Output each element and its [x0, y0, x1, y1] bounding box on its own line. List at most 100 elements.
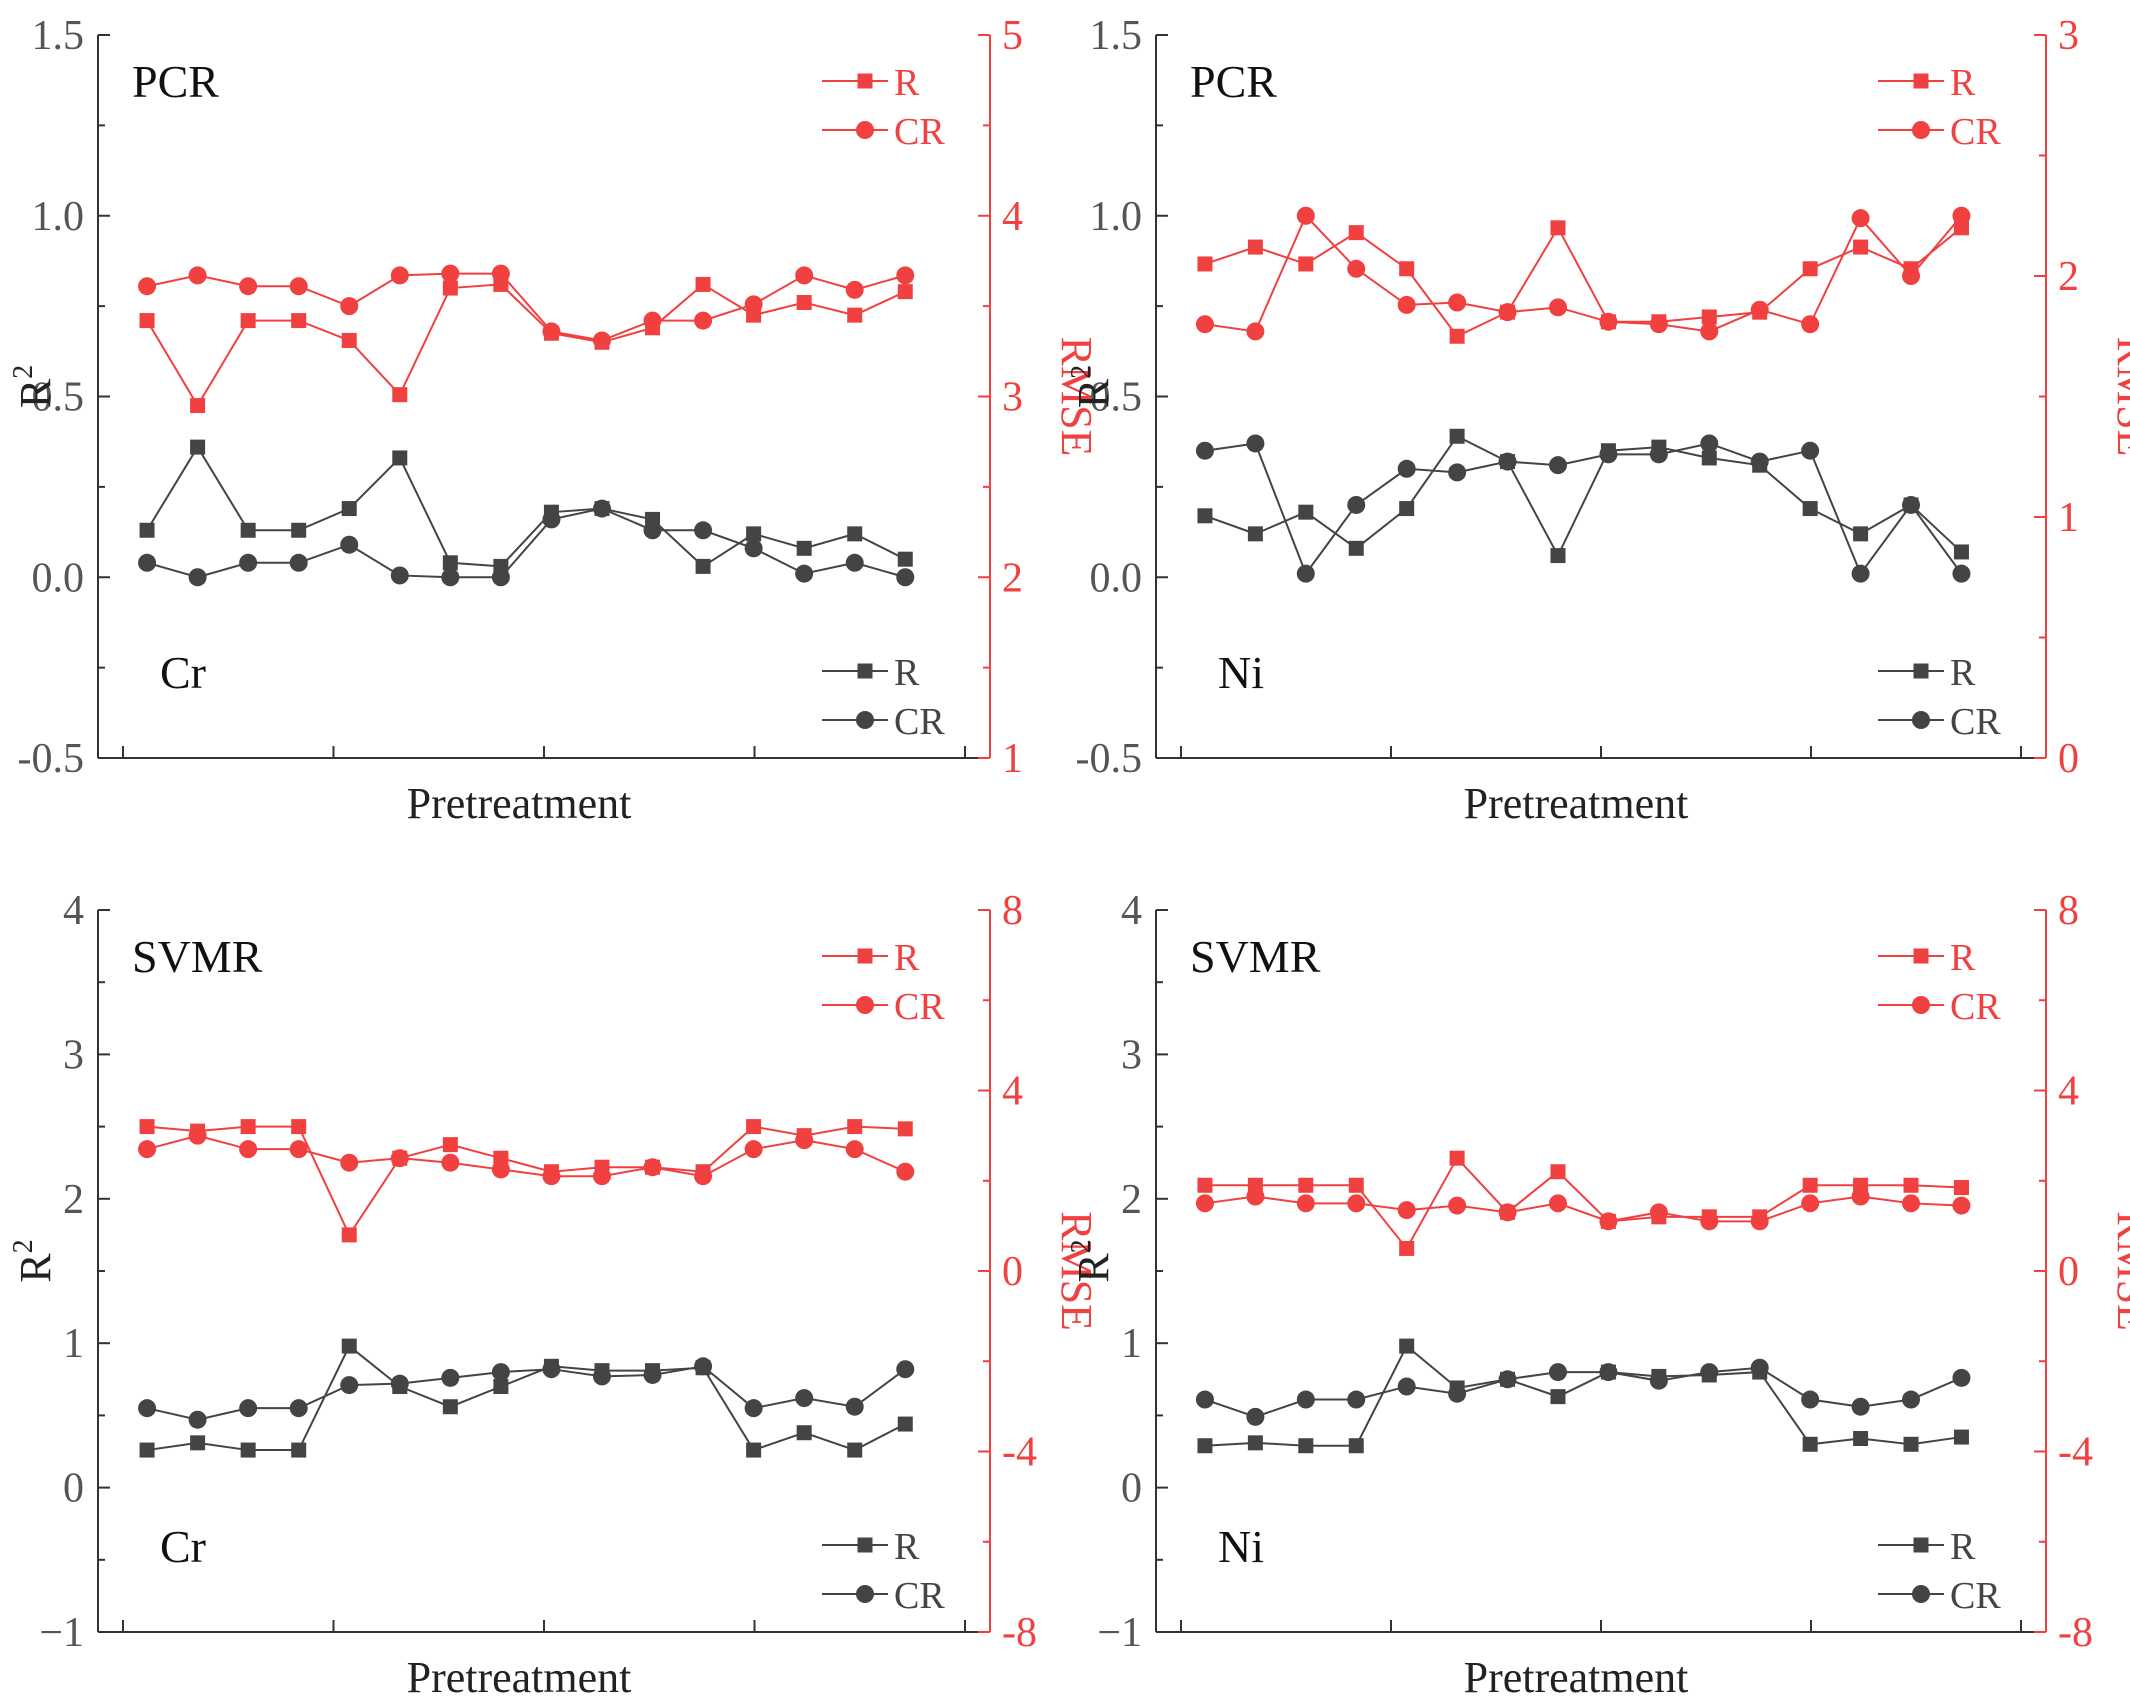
rmse-point-cr — [340, 297, 359, 316]
rmse-point-cr — [1195, 315, 1214, 334]
model-label: PCR — [1190, 56, 1277, 107]
rmse-line-r — [1204, 225, 1963, 338]
rmse-point-cr — [1750, 300, 1769, 319]
rmse-legend-marker — [857, 948, 873, 964]
r2-line-cr — [1204, 442, 1963, 576]
r2-point-cr — [1347, 1390, 1366, 1409]
y-tick-label: 0.0 — [32, 555, 85, 601]
model-label: PCR — [132, 56, 219, 107]
y-tick-label: 1 — [63, 1321, 84, 1367]
rmse-point-r — [1701, 309, 1717, 325]
rmse-point-r — [1449, 1150, 1465, 1166]
r2-point-cr — [239, 553, 258, 572]
r2-point-cr — [1195, 441, 1214, 460]
r2-legend-label: CR — [1950, 1575, 2001, 1617]
r2-point-cr — [1195, 1390, 1214, 1409]
rmse-legend-marker — [856, 996, 874, 1014]
r2-point-cr — [744, 539, 763, 558]
rmse-point-cr — [441, 1153, 460, 1172]
y-tick-label: 0.5 — [1090, 375, 1143, 421]
r2-point-r — [1298, 504, 1314, 520]
rmse-point-r — [1550, 1164, 1566, 1180]
r2-point-r — [1348, 540, 1364, 556]
rmse-point-cr — [896, 266, 915, 285]
r2-point-cr — [643, 521, 662, 540]
r2-point-r — [291, 1442, 307, 1458]
r2-point-cr — [542, 1360, 561, 1379]
r2-point-cr — [441, 1368, 460, 1387]
y-axis-title: R2 — [8, 365, 60, 408]
rmse-point-cr — [542, 1167, 561, 1186]
r2-point-cr — [1498, 1370, 1517, 1389]
rmse-line-cr — [1204, 213, 1963, 333]
rmse-legend-label: CR — [1950, 986, 2001, 1028]
rmse-point-cr — [188, 1126, 207, 1145]
r2-line-cr — [1204, 1366, 1962, 1418]
r2-point-cr — [188, 568, 207, 587]
y-tick-label: 4 — [63, 888, 84, 934]
model-label: SVMR — [1190, 931, 1321, 982]
r2-point-cr — [1700, 1363, 1719, 1382]
y-tick-label: 1.5 — [32, 13, 85, 59]
y2-tick-label: 1 — [2058, 495, 2079, 541]
r2-point-cr — [1448, 463, 1467, 482]
rmse-point-cr — [340, 1153, 359, 1172]
rmse-point-r — [1399, 261, 1415, 277]
rmse-legend-marker — [856, 121, 874, 139]
r2-line-r — [1204, 434, 1963, 558]
r2-legend-marker — [1912, 1585, 1930, 1603]
rmse-point-cr — [138, 1140, 157, 1159]
rmse-point-r — [796, 295, 812, 311]
r2-point-r — [1399, 501, 1415, 517]
rmse-line-cr — [1204, 1195, 1962, 1223]
rmse-point-r — [240, 1119, 256, 1135]
y2-tick-label: 3 — [2058, 13, 2079, 59]
rmse-point-cr — [845, 280, 864, 299]
rmse-point-r — [1802, 1177, 1818, 1193]
rmse-point-r — [190, 398, 206, 414]
rmse-point-cr — [1801, 315, 1820, 334]
y-tick-label: 0 — [1121, 1466, 1142, 1512]
y2-tick-label: 0 — [2058, 1249, 2079, 1295]
rmse-point-cr — [1801, 1194, 1820, 1213]
r2-point-r — [442, 1399, 458, 1415]
y2-tick-label: 8 — [1002, 888, 1023, 934]
r2-legend-marker — [1913, 1537, 1929, 1553]
r2-point-r — [1550, 548, 1566, 564]
r2-point-cr — [592, 499, 611, 518]
rmse-point-cr — [1498, 303, 1517, 322]
y-tick-label: 0.0 — [1090, 555, 1143, 601]
y2-tick-label: 2 — [1002, 555, 1023, 601]
rmse-point-r — [392, 387, 408, 403]
rmse-line-r — [146, 283, 906, 408]
rmse-point-r — [1550, 220, 1566, 236]
r2-point-cr — [1296, 564, 1315, 583]
rmse-point-cr — [1851, 209, 1870, 228]
y2-tick-label: 3 — [1002, 375, 1023, 421]
rmse-point-cr — [744, 1140, 763, 1159]
r2-point-r — [847, 526, 863, 542]
rmse-point-cr — [795, 1131, 814, 1150]
x-axis-title: Pretreatment — [1464, 779, 1689, 828]
r2-point-r — [847, 1442, 863, 1458]
rmse-point-r — [139, 313, 155, 329]
x-axis-title: Pretreatment — [1464, 1653, 1689, 1698]
r2-legend-label: CR — [894, 701, 945, 743]
rmse-legend-marker — [1912, 996, 1930, 1014]
rmse-legend-label: R — [1950, 937, 1976, 979]
r2-point-cr — [1548, 1363, 1567, 1382]
r2-point-r — [1853, 1431, 1869, 1447]
r2-point-cr — [1801, 1390, 1820, 1409]
r2-point-cr — [896, 1360, 915, 1379]
r2-point-cr — [1498, 452, 1517, 471]
r2-point-cr — [340, 535, 359, 554]
r2-point-cr — [1649, 1371, 1668, 1390]
r2-legend-label: CR — [1950, 701, 2001, 743]
r2-point-cr — [1397, 459, 1416, 478]
r2-point-cr — [1599, 445, 1618, 464]
r2-point-r — [1247, 526, 1263, 542]
model-label: SVMR — [132, 931, 263, 982]
rmse-point-cr — [1246, 1187, 1265, 1206]
r2-legend-marker — [856, 711, 874, 729]
